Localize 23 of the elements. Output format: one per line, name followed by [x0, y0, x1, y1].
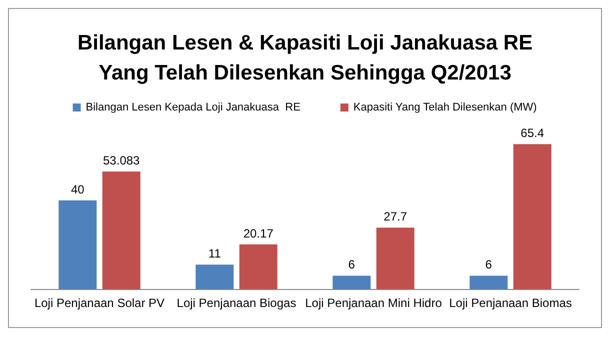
bar [376, 228, 414, 289]
x-tick-label: Loji Penjanaan Biogas [176, 296, 296, 310]
bar [102, 171, 140, 289]
data-label: 53.083 [103, 153, 140, 168]
bar [58, 200, 97, 289]
bar [239, 244, 278, 289]
data-label: 11 [208, 246, 222, 261]
bar [196, 264, 234, 289]
bar [470, 276, 508, 289]
bar [513, 144, 552, 289]
data-label: 6 [348, 258, 356, 272]
x-tick-label: Loji Penjanaan Biomas [449, 296, 572, 310]
chart-title: Bilangan Lesen & Kapasiti Loji Janakuasa RE Yang Telah Dilesenkan Sehingga Q2/2013 [77, 32, 533, 84]
data-label: 27.7 [384, 210, 408, 224]
data-label: 65.4 [520, 126, 544, 140]
x-tick-label: Loji Penjanaan Mini Hidro [305, 296, 442, 310]
data-label: 20.17 [243, 226, 274, 240]
x-tick-label: Loji Penjanaan Solar PV [34, 296, 165, 310]
data-label: 6 [485, 258, 492, 272]
legend-label: Kapasiti Yang Telah Dilesenkan (MW) [353, 102, 537, 114]
data-label: 40 [70, 182, 85, 196]
bar [332, 276, 371, 289]
legend-label: Bilangan Lesen Kepada Loji Janakuasa RE [86, 102, 300, 114]
